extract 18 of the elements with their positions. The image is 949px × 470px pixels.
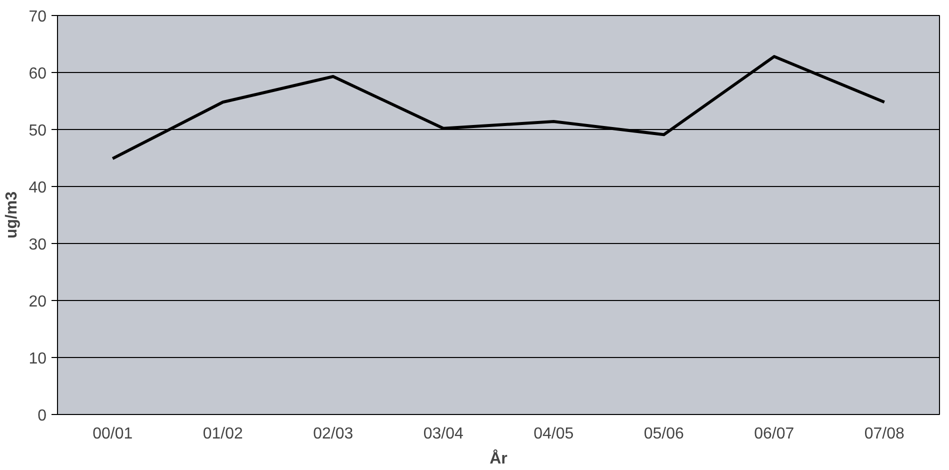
y-tick-label: 40	[28, 180, 47, 196]
y-tick-label: 0	[38, 408, 47, 424]
x-axis-title: År	[490, 448, 508, 468]
y-tick-label: 60	[28, 66, 47, 82]
x-tick-label: 04/05	[534, 426, 574, 442]
x-tick-label: 03/04	[423, 426, 464, 442]
x-tick-label: 00/01	[92, 426, 133, 442]
y-tick-label: 50	[28, 122, 47, 140]
y-tick-label: 10	[28, 350, 47, 368]
x-tick-label: 05/06	[644, 426, 684, 442]
x-tick-label: 02/03	[313, 426, 354, 442]
x-tick-label: 07/08	[864, 426, 904, 442]
x-tick-label: 01/02	[202, 426, 243, 442]
y-tick-label: 70	[28, 8, 47, 26]
y-tick-label: 20	[28, 294, 47, 310]
x-tick-label: 06/07	[754, 426, 794, 442]
y-tick-label: 30	[28, 236, 47, 254]
y-axis-title: ug/m3	[4, 191, 21, 239]
